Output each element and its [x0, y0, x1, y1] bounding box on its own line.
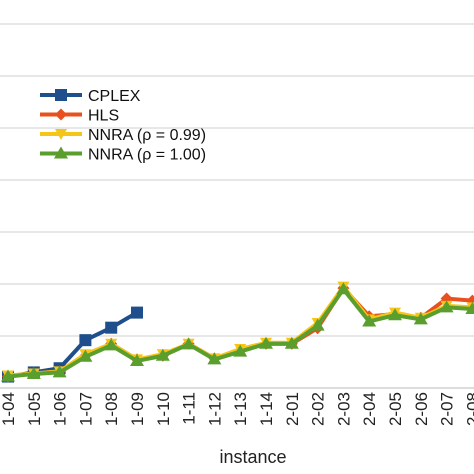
x-tick-label: 2-07 [438, 392, 457, 426]
x-tick-label: 1-04 [0, 392, 18, 426]
x-tick-label: 1-11 [180, 392, 199, 425]
data-point-0-5 [131, 306, 143, 319]
data-point-3-16 [413, 312, 428, 325]
data-point-0-4 [105, 321, 118, 334]
data-point-3-2 [52, 365, 67, 378]
series-line-0 [7, 310, 139, 379]
series-layer [1, 281, 474, 383]
series-3 [1, 282, 474, 382]
legend-label-3: NNRA (ρ = 1.00) [88, 147, 206, 164]
x-tick-label: 2-04 [360, 392, 379, 426]
x-tick-label: 1-06 [51, 392, 70, 426]
x-tick-label: 1-08 [102, 392, 121, 426]
x-tick-label: 2-08 [463, 392, 474, 426]
data-point-3-3 [78, 349, 93, 362]
data-point-3-13 [336, 282, 351, 295]
data-point-3-12 [310, 318, 325, 331]
data-point-3-14 [362, 314, 377, 327]
data-point-3-10 [259, 336, 273, 349]
series-line-3 [7, 287, 473, 379]
x-tick-label: 2-03 [334, 392, 353, 426]
x-tick-labels: 1-04 1-05 1-06 1-07 1-08 1-09 1-10 1-11 1-12 1-13… [0, 392, 474, 426]
legend-marker-1 [55, 108, 67, 121]
legend-marker-0 [55, 89, 67, 101]
x-tick-label: 2-02 [309, 392, 328, 426]
x-tick-label: 2-06 [412, 392, 431, 426]
data-point-3-17 [439, 300, 454, 313]
x-axis-label: instance [219, 447, 286, 467]
grid-lines [0, 23, 474, 337]
data-point-3-4 [104, 338, 119, 351]
x-tick-label: 2-01 [283, 392, 302, 426]
x-tick-label: 1-12 [205, 392, 224, 426]
data-point-3-1 [26, 366, 41, 379]
data-point-3-15 [388, 308, 402, 321]
legend: CPLEX HLS NNRA (ρ = 0.99) NNRA (ρ = 1.00) [40, 88, 206, 164]
data-point-3-6 [155, 348, 170, 361]
legend-label-2: NNRA (ρ = 0.99) [88, 127, 206, 144]
data-point-3-9 [233, 344, 248, 357]
x-tick-label: 1-14 [257, 392, 276, 426]
legend-label-0: CPLEX [88, 88, 141, 105]
data-point-3-5 [130, 353, 144, 366]
data-point-3-11 [284, 336, 299, 349]
data-point-3-18 [465, 301, 474, 314]
data-point-3-8 [207, 352, 222, 365]
data-point-3-7 [181, 337, 196, 350]
x-tick-label: 1-05 [25, 392, 44, 426]
x-tick-label: 1-07 [76, 392, 95, 426]
x-tick-label: 1-13 [231, 392, 250, 426]
x-tick-label: 2-05 [386, 392, 405, 426]
series-1 [2, 282, 474, 383]
x-tick-label: 1-09 [128, 392, 147, 426]
data-point-0-3 [79, 334, 92, 347]
x-tick-label: 1-10 [154, 392, 173, 426]
data-point-3-0 [1, 369, 15, 382]
legend-marker-2 [55, 129, 67, 140]
legend-label-1: HLS [88, 108, 119, 125]
series-0 [2, 306, 143, 383]
legend-marker-3 [54, 146, 68, 159]
